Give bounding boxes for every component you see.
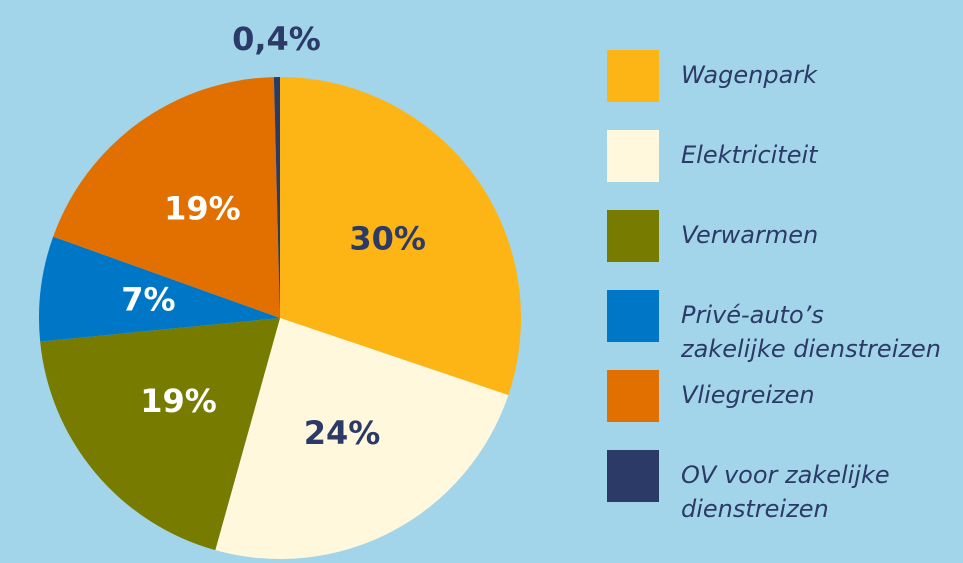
legend-item: Verwarmen bbox=[607, 210, 963, 290]
legend-label: OV voor zakelijke dienstreizen bbox=[681, 450, 890, 526]
legend-item: Wagenpark bbox=[607, 50, 963, 130]
legend-swatch bbox=[607, 290, 659, 342]
legend-label: Elektriciteit bbox=[681, 130, 818, 172]
value-label: 0,4% bbox=[232, 20, 321, 58]
page: 30% 24% 19% 7% 19% 0,4% Wagenpark Elektricitei… bbox=[0, 0, 963, 563]
value-label: 30% bbox=[349, 220, 426, 258]
legend-swatch bbox=[607, 370, 659, 422]
legend-swatch bbox=[607, 450, 659, 502]
legend-item: Elektriciteit bbox=[607, 130, 963, 210]
legend-label: Verwarmen bbox=[681, 210, 818, 252]
legend-label: Privé-auto’s zakelijke dienstreizen bbox=[681, 290, 941, 366]
value-label: 24% bbox=[304, 414, 381, 452]
legend-item: Vliegreizen bbox=[607, 370, 963, 450]
value-label: 19% bbox=[140, 382, 217, 420]
legend-item: OV voor zakelijke dienstreizen bbox=[607, 450, 963, 530]
legend-swatch bbox=[607, 50, 659, 102]
legend-label: Wagenpark bbox=[681, 50, 817, 92]
legend-swatch bbox=[607, 210, 659, 262]
legend-label: Vliegreizen bbox=[681, 370, 815, 412]
value-label: 19% bbox=[164, 190, 241, 228]
value-label: 7% bbox=[121, 281, 175, 319]
chart: 30% 24% 19% 7% 19% 0,4% bbox=[0, 0, 600, 563]
legend-swatch bbox=[607, 130, 659, 182]
legend-item: Privé-auto’s zakelijke dienstreizen bbox=[607, 290, 963, 370]
legend: Wagenpark Elektriciteit Verwarmen Privé-aut… bbox=[607, 50, 963, 530]
